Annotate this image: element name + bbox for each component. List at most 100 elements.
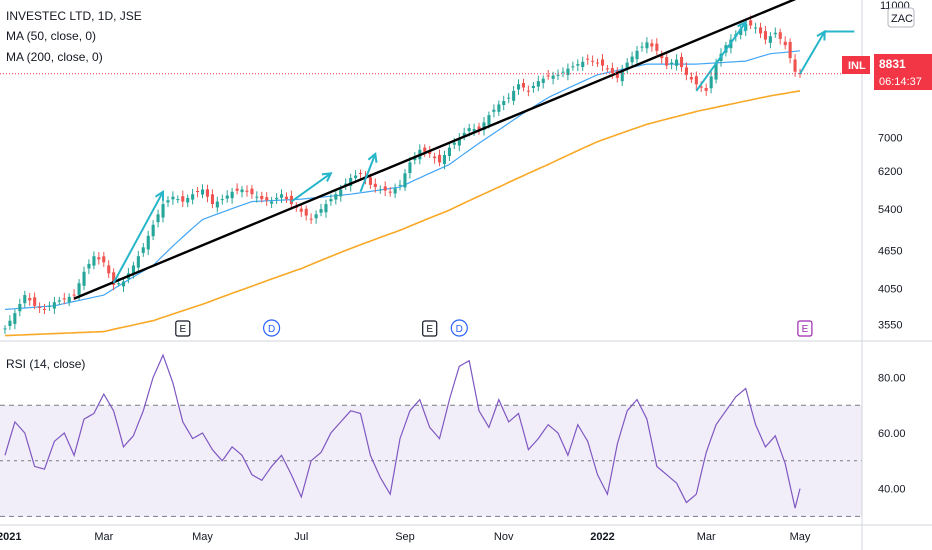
- candle: [620, 64, 624, 86]
- ticker-label: INL: [848, 60, 866, 72]
- event-marker[interactable]: E: [175, 320, 191, 337]
- ma50-layer: [4, 50, 801, 310]
- rsi-line: [4, 353, 801, 509]
- candle-body: [72, 294, 76, 296]
- candle: [205, 184, 209, 203]
- candle-body: [131, 265, 135, 274]
- candle: [670, 58, 674, 70]
- candle-body: [507, 97, 511, 99]
- candle: [477, 122, 481, 135]
- x-tick-label: Mar: [697, 531, 716, 543]
- candle-body: [186, 197, 190, 203]
- candle: [141, 243, 145, 257]
- candle-body: [225, 195, 229, 199]
- candle: [571, 61, 575, 71]
- rsi-tick-label: 60.00: [878, 428, 906, 440]
- event-marker[interactable]: D: [450, 319, 468, 337]
- x-tick-label: May: [192, 531, 213, 543]
- candle-body: [171, 196, 175, 200]
- candle: [581, 56, 585, 71]
- candle: [107, 260, 111, 278]
- rsi-layer: [4, 353, 801, 509]
- candle-body: [117, 283, 121, 285]
- candle-body: [551, 75, 555, 79]
- candle: [151, 220, 155, 241]
- candle-body: [610, 68, 614, 74]
- candle-body: [517, 84, 521, 90]
- candle-body: [773, 32, 777, 35]
- candle-body: [502, 101, 506, 105]
- candle-body: [428, 151, 432, 154]
- candle-body: [57, 300, 61, 302]
- candle-body: [477, 126, 481, 130]
- candle: [793, 54, 797, 77]
- price-tag: [874, 54, 932, 90]
- candle-body: [359, 173, 363, 174]
- candle-body: [220, 199, 224, 201]
- candle: [280, 189, 284, 204]
- event-marker[interactable]: E: [422, 320, 438, 337]
- candle: [171, 191, 175, 205]
- candle: [680, 52, 684, 72]
- candle-body: [586, 58, 590, 60]
- ma200-line: [4, 90, 801, 337]
- candle: [517, 79, 521, 95]
- candle: [52, 296, 56, 314]
- candle: [763, 26, 767, 45]
- candle-body: [289, 195, 293, 205]
- event-badge: [175, 320, 191, 337]
- candle-body: [699, 86, 703, 88]
- candle-body: [650, 43, 654, 47]
- candle-body: [334, 194, 338, 200]
- candle-body: [709, 76, 713, 89]
- candle-body: [635, 50, 639, 60]
- candle: [230, 187, 234, 204]
- candle: [235, 183, 239, 195]
- candle: [601, 54, 605, 72]
- candle-body: [684, 67, 688, 75]
- last-price-tag: INL 8831 06:14:37: [842, 54, 932, 90]
- candle: [225, 190, 229, 203]
- drawings-layer: [0, 0, 855, 300]
- candle: [240, 186, 244, 198]
- candle-body: [388, 191, 392, 193]
- candle: [329, 194, 333, 206]
- candle-body: [457, 137, 461, 146]
- candle-body: [28, 298, 32, 301]
- candle: [433, 152, 437, 164]
- candle: [403, 169, 407, 191]
- x-tick-label: 2022: [590, 531, 614, 543]
- candle-body: [141, 247, 145, 253]
- candle-body: [275, 197, 279, 200]
- candle-body: [408, 162, 412, 173]
- legend-ma200: MA (200, close, 0): [6, 50, 103, 64]
- event-marker[interactable]: E: [797, 320, 813, 337]
- candle-body: [487, 115, 491, 125]
- arrow-head: [367, 151, 378, 163]
- candle: [359, 169, 363, 179]
- candle-body: [146, 235, 150, 250]
- candle: [33, 292, 37, 310]
- candle-body: [680, 56, 684, 68]
- candle-body: [393, 188, 397, 194]
- candle-body: [749, 20, 753, 26]
- currency-badge[interactable]: [887, 7, 915, 28]
- candle-body: [783, 41, 787, 46]
- candle: [684, 62, 688, 81]
- event-badge: [422, 320, 438, 337]
- projection-arrow: [112, 189, 164, 284]
- x-tick-label: Nov: [494, 531, 514, 543]
- candle-body: [492, 109, 496, 112]
- candle: [457, 133, 461, 152]
- candle: [472, 123, 476, 136]
- candle: [255, 191, 259, 203]
- candle: [378, 185, 382, 194]
- candle: [576, 59, 580, 72]
- x-tick-label: 2021: [0, 531, 21, 543]
- candle-body: [640, 46, 644, 48]
- candle-body: [349, 177, 353, 186]
- event-marker[interactable]: D: [263, 319, 281, 337]
- x-tick-label: Jul: [294, 531, 308, 543]
- candle: [334, 189, 338, 205]
